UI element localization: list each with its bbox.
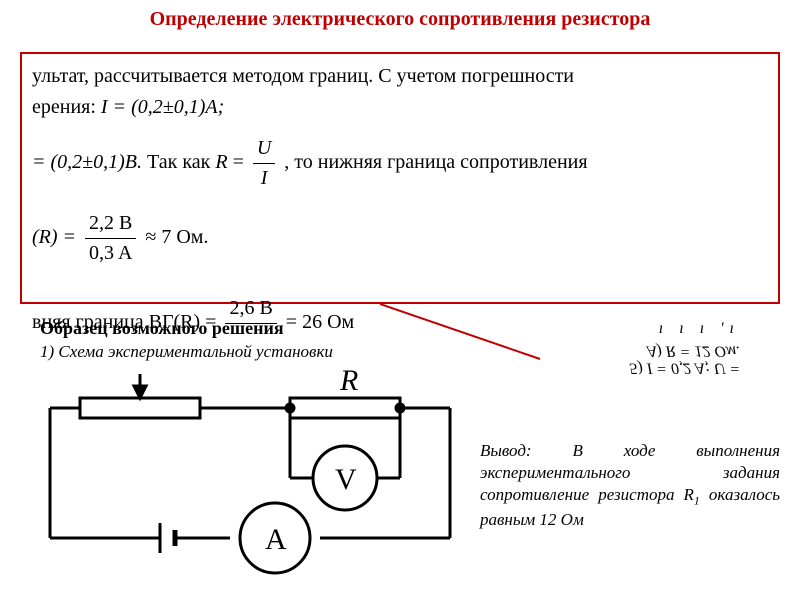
conclusion-subscript: 1 bbox=[694, 494, 700, 508]
callout-line-1a: ультат, рассчитывается методом границ. С… bbox=[32, 62, 768, 91]
var-R: R bbox=[215, 151, 227, 173]
formula-I: I = (0,2±0,1)A; bbox=[101, 96, 224, 118]
circuit-diagram: R V A bbox=[30, 368, 470, 578]
text: , то нижняя граница сопротивления bbox=[284, 151, 587, 173]
voltmeter-label: V bbox=[335, 463, 357, 496]
background-notes: ı ı ı 'ı A) R = 12 Ом. 5) I = 0,2 A; U = bbox=[629, 320, 740, 377]
eq: = bbox=[233, 151, 249, 173]
text: Так как bbox=[147, 151, 215, 173]
note-1: A) R = 12 Ом. bbox=[629, 342, 740, 360]
formula-U: = (0,2±0,1)B. bbox=[32, 151, 142, 173]
section-subheading: 1) Схема экспериментальной установки bbox=[40, 342, 333, 362]
note-2: 5) I = 0,2 A; U = bbox=[629, 359, 740, 377]
text: ерения: bbox=[32, 96, 101, 118]
tick-marks: ı ı ı 'ı bbox=[629, 320, 740, 338]
callout-line-3: (R) = 2,2 B 0,3 A ≈ 7 Ом. bbox=[32, 209, 768, 268]
fraction-U-over-I: U I bbox=[253, 134, 275, 193]
page-title: Определение электрического сопротивления… bbox=[0, 0, 800, 35]
numerator: U bbox=[253, 134, 275, 164]
callout-box: ультат, рассчитывается методом границ. С… bbox=[20, 52, 780, 304]
fraction-2p2-over-0p3: 2,2 B 0,3 A bbox=[85, 209, 136, 268]
section-heading: Образец возможного решения bbox=[40, 318, 284, 339]
denominator: 0,3 A bbox=[85, 239, 136, 268]
text: = 26 Ом bbox=[286, 311, 354, 333]
text: (R) = bbox=[32, 226, 81, 248]
callout-line-2: = (0,2±0,1)B. Так как R = U I , то нижня… bbox=[32, 134, 768, 193]
ammeter-label: A bbox=[265, 523, 287, 556]
callout-line-1b: ерения: I = (0,2±0,1)A; bbox=[32, 93, 768, 122]
conclusion-text: Вывод: В ходе выполнения экспериментальн… bbox=[480, 440, 780, 531]
resistor-label: R bbox=[339, 368, 358, 397]
numerator: 2,2 B bbox=[85, 209, 136, 239]
denominator: I bbox=[253, 164, 275, 193]
text: ≈ 7 Ом. bbox=[145, 226, 208, 248]
